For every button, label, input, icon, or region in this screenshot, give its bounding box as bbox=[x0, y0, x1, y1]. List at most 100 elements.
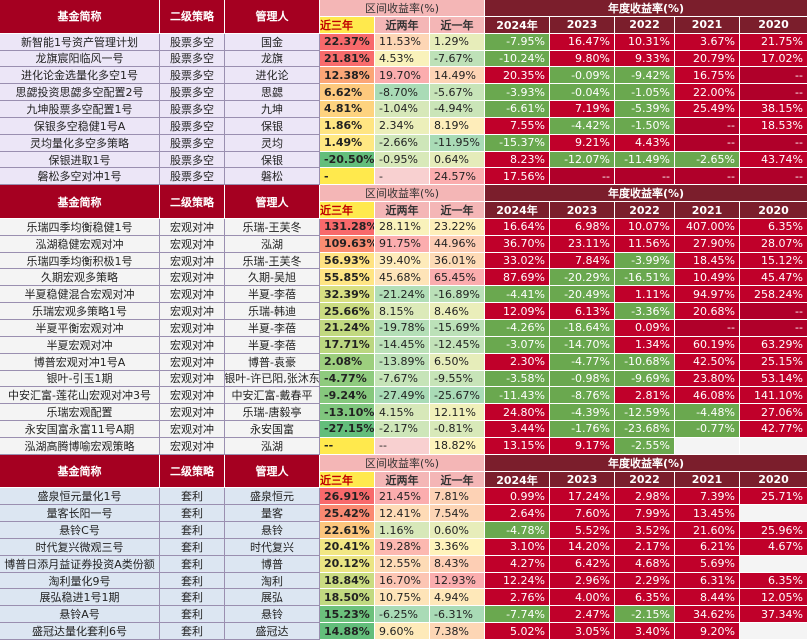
sub-header: 2021 bbox=[675, 471, 740, 489]
fund-cell: 股票多空 bbox=[160, 84, 225, 102]
interval-header: 区间收益率(%) bbox=[320, 454, 485, 472]
interval-header: 区间收益率(%) bbox=[320, 0, 485, 17]
fund-cell: 银叶-引玉1期 bbox=[0, 370, 160, 388]
interval-cell: 2.08% bbox=[320, 353, 375, 371]
fund-cell: 宏观对冲 bbox=[160, 269, 225, 287]
fund-cell: 宏观对冲 bbox=[160, 404, 225, 422]
fund-cell: 套利 bbox=[160, 522, 225, 539]
annual-cell bbox=[740, 505, 808, 523]
fund-cell: 乐瑞-王芙冬 bbox=[225, 218, 320, 236]
annual-cell: 14.20% bbox=[550, 538, 615, 556]
fund-cell: 套利 bbox=[160, 606, 225, 624]
annual-cell: 6.13% bbox=[550, 303, 615, 320]
fund-cell: 套利 bbox=[160, 623, 225, 640]
interval-cell: 26.91% bbox=[320, 488, 375, 506]
interval-cell: -16.89% bbox=[430, 286, 485, 304]
annual-cell: 141.10% bbox=[740, 387, 808, 405]
interval-cell: -0.81% bbox=[430, 421, 485, 438]
annual-cell: 9.21% bbox=[550, 134, 615, 152]
annual-cell: -10.24% bbox=[485, 50, 550, 68]
interval-cell: 1.86% bbox=[320, 117, 375, 135]
annual-cell: 37.34% bbox=[740, 606, 808, 624]
annual-cell: 6.21% bbox=[675, 538, 740, 556]
fund-cell: 盛泉恒元量化1号 bbox=[0, 488, 160, 506]
sub-header: 2024年 bbox=[485, 471, 550, 489]
fund-cell: 展弘稳进1号1期 bbox=[0, 589, 160, 607]
annual-cell: 2.76% bbox=[485, 589, 550, 607]
fund-cell: 宏观对冲 bbox=[160, 252, 225, 270]
annual-cell: 24.80% bbox=[485, 404, 550, 422]
interval-cell: 16.70% bbox=[375, 572, 430, 590]
interval-cell: -14.45% bbox=[375, 336, 430, 354]
fund-cell: 乐瑞-韩迪 bbox=[225, 303, 320, 320]
annual-cell: 94.97% bbox=[675, 286, 740, 304]
annual-cell: 258.24% bbox=[740, 286, 808, 304]
annual-cell: 6.42% bbox=[550, 555, 615, 573]
interval-cell: -5.67% bbox=[430, 84, 485, 102]
interval-cell: 17.71% bbox=[320, 336, 375, 354]
annual-cell: 21.60% bbox=[675, 522, 740, 539]
annual-cell: 10.49% bbox=[675, 269, 740, 287]
annual-cell bbox=[740, 555, 808, 573]
fund-cell: 半夏宏观对冲 bbox=[0, 336, 160, 354]
interval-cell: -11.95% bbox=[430, 134, 485, 152]
interval-cell: 2.34% bbox=[375, 117, 430, 135]
interval-cell: -13.89% bbox=[375, 353, 430, 371]
annual-cell: 38.15% bbox=[740, 101, 808, 118]
annual-cell: -4.42% bbox=[550, 117, 615, 135]
annual-cell: 5.52% bbox=[550, 522, 615, 539]
annual-cell: 7.19% bbox=[550, 101, 615, 118]
interval-cell: 32.39% bbox=[320, 286, 375, 304]
annual-cell: -11.43% bbox=[485, 387, 550, 405]
fund-cell: 乐瑞宏观配置 bbox=[0, 404, 160, 422]
interval-cell: -9.55% bbox=[430, 370, 485, 388]
fund-cell: 股票多空 bbox=[160, 117, 225, 135]
fund-cell: 时代复兴微观三号 bbox=[0, 538, 160, 556]
fund-cell: 保银进取1号 bbox=[0, 151, 160, 169]
interval-cell: - bbox=[375, 168, 430, 186]
interval-cell: -27.49% bbox=[375, 387, 430, 405]
annual-cell: 42.50% bbox=[675, 353, 740, 371]
sub-header: 近三年 bbox=[320, 16, 375, 34]
annual-header: 年度收益率(%) bbox=[485, 185, 808, 203]
annual-cell: 22.00% bbox=[675, 84, 740, 102]
column-header: 管理人 bbox=[225, 185, 320, 219]
annual-cell: 17.56% bbox=[485, 168, 550, 186]
annual-cell: 46.08% bbox=[675, 387, 740, 405]
interval-cell: 20.12% bbox=[320, 555, 375, 573]
fund-cell: 灵均量化多空多策略 bbox=[0, 134, 160, 152]
interval-cell: -4.77% bbox=[320, 370, 375, 388]
fund-cell: 龙旗 bbox=[225, 50, 320, 68]
fund-cell: 乐瑞宏观多策略1号 bbox=[0, 303, 160, 320]
annual-cell: -- bbox=[550, 168, 615, 186]
annual-cell: 20.35% bbox=[485, 67, 550, 85]
sub-header: 近三年 bbox=[320, 202, 375, 219]
annual-cell: 2.17% bbox=[615, 538, 675, 556]
interval-cell: -15.69% bbox=[430, 320, 485, 337]
annual-cell: 45.47% bbox=[740, 269, 808, 287]
fund-cell: 股票多空 bbox=[160, 67, 225, 85]
annual-cell: -11.49% bbox=[615, 151, 675, 169]
sub-header: 近两年 bbox=[375, 16, 430, 34]
annual-header: 年度收益率(%) bbox=[485, 454, 808, 472]
fund-cell: 永安国富 bbox=[225, 421, 320, 438]
annual-cell: -2.15% bbox=[615, 606, 675, 624]
interval-cell: 8.19% bbox=[430, 117, 485, 135]
fund-cell: 淘利量化9号 bbox=[0, 572, 160, 590]
fund-cell: 套利 bbox=[160, 505, 225, 523]
annual-cell: -- bbox=[740, 84, 808, 102]
interval-cell: -12.45% bbox=[430, 336, 485, 354]
interval-cell: 12.38% bbox=[320, 67, 375, 85]
annual-cell: -2.55% bbox=[615, 437, 675, 455]
fund-cell: 磐松 bbox=[225, 168, 320, 186]
interval-cell: -7.67% bbox=[375, 370, 430, 388]
annual-cell: -20.49% bbox=[550, 286, 615, 304]
fund-cell: 半夏平衡宏观对冲 bbox=[0, 320, 160, 337]
annual-cell: 8.44% bbox=[675, 589, 740, 607]
annual-cell: 63.29% bbox=[740, 336, 808, 354]
fund-cell: 宏观对冲 bbox=[160, 303, 225, 320]
interval-cell: 28.11% bbox=[375, 218, 430, 236]
annual-cell: 16.47% bbox=[550, 33, 615, 51]
interval-cell: 18.50% bbox=[320, 589, 375, 607]
